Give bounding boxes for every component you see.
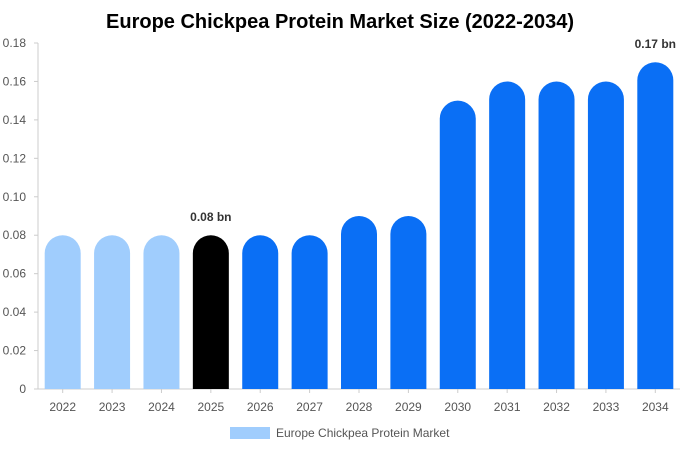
legend[interactable]: Europe Chickpea Protein Market	[230, 426, 450, 440]
chart-title: Europe Chickpea Protein Market Size (202…	[106, 11, 574, 33]
x-tick-label: 2024	[148, 400, 175, 414]
x-tick-label: 2025	[197, 400, 224, 414]
bar-2030[interactable]	[439, 100, 476, 389]
bar-2023[interactable]	[94, 235, 131, 389]
x-tick-label: 2028	[346, 400, 373, 414]
y-tick-label: 0.10	[3, 190, 27, 204]
legend-label: Europe Chickpea Protein Market	[276, 426, 450, 440]
x-tick-label: 2029	[395, 400, 422, 414]
data-label-2025: 0.08 bn	[190, 210, 231, 224]
y-tick-label: 0.06	[3, 267, 27, 281]
data-label-2034: 0.17 bn	[635, 37, 676, 51]
legend-swatch	[230, 427, 270, 439]
data-labels-group: 0.08 bn 0.17 bn	[190, 37, 676, 224]
x-tick-label: 2027	[296, 400, 323, 414]
x-tick-label: 2032	[543, 400, 570, 414]
x-tick-label: 2022	[49, 400, 76, 414]
bar-2031[interactable]	[489, 81, 526, 389]
y-tick-label: 0.12	[3, 151, 27, 165]
bar-2025[interactable]	[192, 235, 229, 389]
bar-2028[interactable]	[341, 216, 377, 389]
x-tick-label: 2031	[494, 400, 521, 414]
y-tick-label: 0.18	[3, 36, 27, 50]
bar-2034[interactable]	[637, 62, 674, 389]
bar-2033[interactable]	[587, 81, 624, 389]
bar-2032[interactable]	[538, 81, 575, 389]
x-axis: 2022 2023 2024 2025 2026 2027 2028 2029 2030 2031…	[38, 388, 680, 414]
y-tick-label: 0.08	[3, 228, 27, 242]
bars-group	[44, 62, 674, 389]
bar-2027[interactable]	[291, 235, 328, 389]
y-tick-label: 0.02	[3, 344, 27, 358]
x-tick-label: 2033	[593, 400, 620, 414]
bar-2022[interactable]	[44, 235, 81, 389]
x-tick-label: 2023	[99, 400, 126, 414]
bar-2029[interactable]	[390, 216, 427, 389]
x-tick-label: 2030	[444, 400, 471, 414]
y-tick-label: 0.14	[3, 113, 27, 127]
bar-2026[interactable]	[242, 235, 279, 389]
y-tick-label: 0.16	[3, 74, 27, 88]
x-tick-label: 2034	[642, 400, 669, 414]
y-tick-label: 0.04	[3, 305, 27, 319]
y-tick-label: 0	[19, 382, 26, 396]
y-axis: 0 0.02 0.04 0.06 0.08 0.10 0.12 0.14 0.16 0.18	[3, 36, 39, 396]
x-tick-label: 2026	[247, 400, 274, 414]
bar-2024[interactable]	[143, 235, 180, 389]
